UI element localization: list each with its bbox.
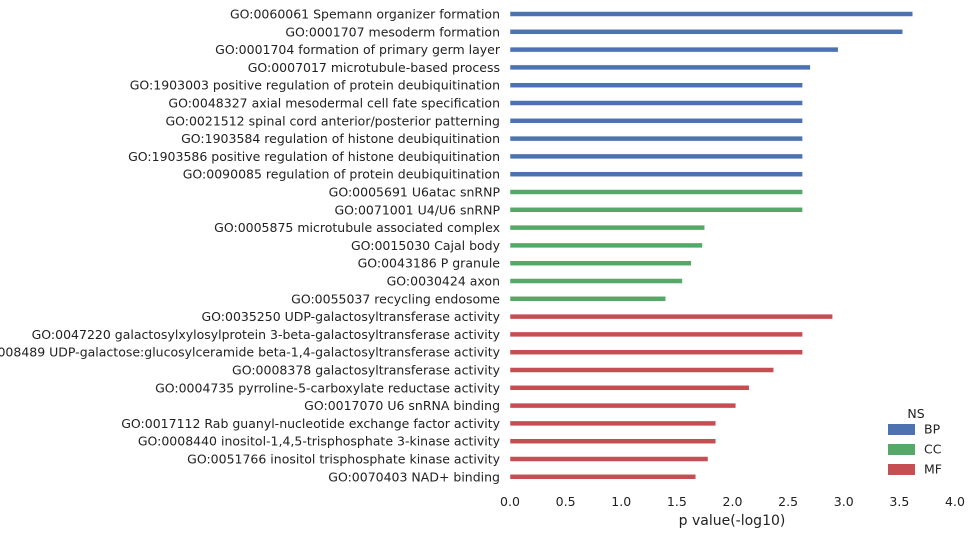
bar — [509, 29, 903, 35]
legend-swatch — [888, 444, 915, 455]
legend-label: BP — [924, 422, 941, 437]
category-label: GO:0008489 UDP-galactose:glucosylceramid… — [0, 345, 501, 360]
bar — [509, 207, 803, 213]
category-label: GO:0004735 pyrroline-5-carboxylate reduc… — [155, 380, 501, 395]
category-label: GO:0060061 Spemann organizer formation — [230, 7, 500, 22]
legend: NS BP CC MF — [888, 406, 942, 477]
bar — [509, 438, 717, 444]
x-tick-label: 3.0 — [834, 494, 854, 509]
category-label: GO:0015030 Cajal body — [351, 238, 501, 253]
bar — [509, 420, 717, 427]
bar — [509, 474, 697, 480]
category-label: GO:0017112 Rab guanyl-nucleotide exchang… — [121, 416, 500, 431]
bar — [509, 153, 803, 160]
legend-title: NS — [907, 406, 924, 421]
bar — [509, 171, 803, 177]
bar — [509, 100, 803, 106]
category-labels-group: GO:0060061 Spemann organizer formation GO… — [0, 7, 501, 485]
category-label: GO:1903586 positive regulation of histon… — [128, 149, 500, 164]
category-label: GO:0047220 galactosylxylosylprotein 3-be… — [32, 327, 501, 342]
category-label: GO:0070403 NAD+ binding — [328, 469, 500, 484]
category-label: GO:0051766 inositol trisphosphate kinase… — [187, 452, 500, 467]
category-label: GO:0021512 spinal cord anterior/posterio… — [165, 113, 500, 128]
legend-swatch — [888, 424, 915, 435]
category-label: GO:0055037 recycling endosome — [291, 291, 500, 306]
x-axis-label: p value(-log10) — [679, 513, 786, 529]
x-tick-label: 2.0 — [723, 494, 743, 509]
category-label: GO:0005875 microtubule associated comple… — [214, 220, 500, 235]
legend-label: CC — [924, 442, 942, 457]
bar — [509, 278, 683, 284]
bar — [509, 456, 709, 462]
category-label: GO:0001707 mesoderm formation — [285, 24, 500, 39]
category-label: GO:0008440 inositol-1,4,5-trisphosphate … — [138, 434, 501, 449]
x-tick-label: 0.0 — [500, 494, 520, 509]
x-tick-label: 2.5 — [778, 494, 798, 509]
bar — [509, 11, 913, 17]
bar — [509, 64, 811, 71]
bar — [509, 367, 774, 373]
bar — [509, 46, 839, 53]
x-tick-labels-group: 0.0 0.5 1.0 1.5 2.0 2.5 3.0 3.5 4.0 — [500, 494, 965, 509]
category-label: GO:0048327 axial mesodermal cell fate sp… — [168, 96, 500, 111]
bar — [509, 349, 803, 355]
category-label: GO:0017070 U6 snRNA binding — [304, 398, 500, 413]
bar — [509, 296, 666, 302]
legend-label: MF — [924, 462, 942, 477]
bar — [509, 313, 833, 320]
category-label: GO:0035250 UDP-galactosyltransferase act… — [201, 309, 500, 324]
category-label: GO:0030424 axon — [387, 274, 500, 289]
bar — [509, 224, 705, 231]
x-tick-label: 1.5 — [667, 494, 687, 509]
category-label: GO:1903584 regulation of histone deubiqu… — [181, 131, 500, 146]
x-tick-label: 4.0 — [945, 494, 965, 509]
bar — [509, 260, 692, 266]
category-label: GO:0071001 U4/U6 snRNP — [334, 202, 500, 217]
bar — [509, 135, 803, 142]
bar — [509, 331, 803, 338]
category-label: GO:0043186 P granule — [358, 256, 501, 271]
bar — [509, 189, 803, 195]
category-label: GO:0007017 microtubule-based process — [248, 60, 500, 75]
bar — [509, 242, 703, 249]
category-label: GO:1903003 positive regulation of protei… — [130, 78, 500, 93]
bar — [509, 402, 737, 409]
x-tick-label: 3.5 — [889, 494, 909, 509]
category-label: GO:0001704 formation of primary germ lay… — [215, 42, 501, 57]
bar — [509, 385, 750, 391]
x-tick-label: 0.5 — [556, 494, 576, 509]
category-label: GO:0008378 galactosyltransferase activit… — [232, 363, 501, 378]
legend-items-group: BP CC MF — [888, 422, 942, 477]
legend-swatch — [888, 464, 915, 475]
bar — [509, 118, 803, 124]
category-label: GO:0090085 regulation of protein deubiqu… — [183, 167, 500, 182]
x-tick-label: 1.0 — [611, 494, 631, 509]
category-label: GO:0005691 U6atac snRNP — [329, 185, 501, 200]
bar — [509, 82, 803, 88]
bars-group — [509, 11, 913, 480]
